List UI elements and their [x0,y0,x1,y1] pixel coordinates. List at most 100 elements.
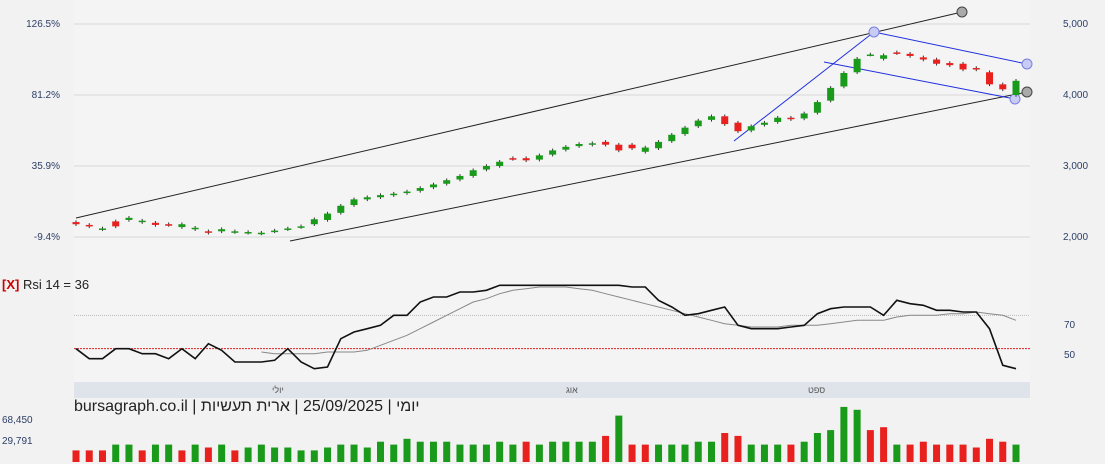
candle [85,224,93,227]
candle [866,54,874,57]
volume-bar [628,444,636,462]
volume-bar [178,450,186,462]
month-label: ספט [808,385,826,395]
candle [986,72,994,85]
candle [178,224,186,228]
candle [138,220,146,223]
volume-bar [1012,444,1020,462]
volume-bar [575,441,583,462]
volume-bar [284,447,292,462]
month-axis-bar [74,382,1030,398]
candle [999,84,1007,90]
volume-bar [165,444,173,462]
candle [933,59,941,64]
volume-bar [800,441,808,462]
candle [218,229,226,232]
candle [747,126,755,131]
candle [337,205,345,213]
volume-bar [760,444,768,462]
candle [588,143,596,145]
volume-bar [363,447,371,462]
left-axis-label: 35.9% [31,161,60,172]
candle [363,197,371,200]
volume-bar [668,444,676,462]
candle [681,127,689,135]
candle [416,188,424,191]
candle [707,116,715,120]
candle [827,87,835,101]
month-label: אוג [566,385,578,395]
candle [191,227,199,230]
candle [919,57,927,60]
volume-bar [191,444,199,462]
candle [271,230,279,233]
candle [721,116,729,125]
trend-line-handle [868,26,880,38]
trend-line-handle [1021,58,1033,70]
volume-bar [588,441,596,462]
volume-bar [813,433,821,462]
candle [72,222,80,225]
volume-bar [390,444,398,462]
candle [522,158,530,161]
right-axis-label: 2,000 [1063,232,1089,243]
candle [959,63,967,70]
volume-bar [986,438,994,462]
month-label: יולי [272,385,284,395]
trend-line-handle [1021,86,1033,98]
volume-bar [919,441,927,462]
chart-caption: יומי | 25/09/2025 | ארית תעשיות | bursag… [74,398,420,415]
volume-bar [416,441,424,462]
volume-bar [893,444,901,462]
volume-bar [681,444,689,462]
candle [628,144,636,149]
volume-bar [787,444,795,462]
candle [231,231,239,233]
candle [324,213,332,220]
volume-bar [509,444,517,462]
volume-bar [72,450,80,462]
rsi-level-label: 70 [1064,320,1076,331]
candle [760,122,768,125]
candle [668,134,676,142]
volume-bar [125,444,133,462]
candle [496,161,504,166]
volume-bar [615,415,623,462]
candle [390,193,398,196]
candle [906,53,914,56]
right-axis-label: 5,000 [1063,19,1089,30]
volume-axis-label: 29,791 [2,436,33,447]
candle [880,55,888,59]
candle [734,122,742,132]
candle [694,120,702,127]
volume-bar [522,441,530,462]
rsi-value: Rsi 14 = 36 [22,277,90,292]
volume-bar [98,450,106,462]
candle [297,226,305,228]
volume-bar [707,441,715,462]
volume-bar [840,406,848,462]
candle [549,150,557,155]
candle [350,199,358,206]
trend-line-lower [289,91,1028,242]
candle [443,180,451,184]
candle [972,68,980,70]
candle [893,52,901,54]
volume-bar [747,444,755,462]
volume-bar [853,409,861,462]
candle [125,217,133,220]
candle [946,63,954,66]
candle [310,219,318,225]
candle [482,166,490,170]
candle [840,72,848,87]
volume-bar [244,447,252,462]
candle [244,232,252,234]
candle [813,102,821,113]
volume-bar [866,430,874,462]
close-indicator-button[interactable]: [X] [2,277,20,292]
price-panel [74,0,1030,270]
volume-bar [297,450,305,462]
volume-bar [482,444,490,462]
volume-bar [933,444,941,462]
volume-bar [310,450,318,462]
